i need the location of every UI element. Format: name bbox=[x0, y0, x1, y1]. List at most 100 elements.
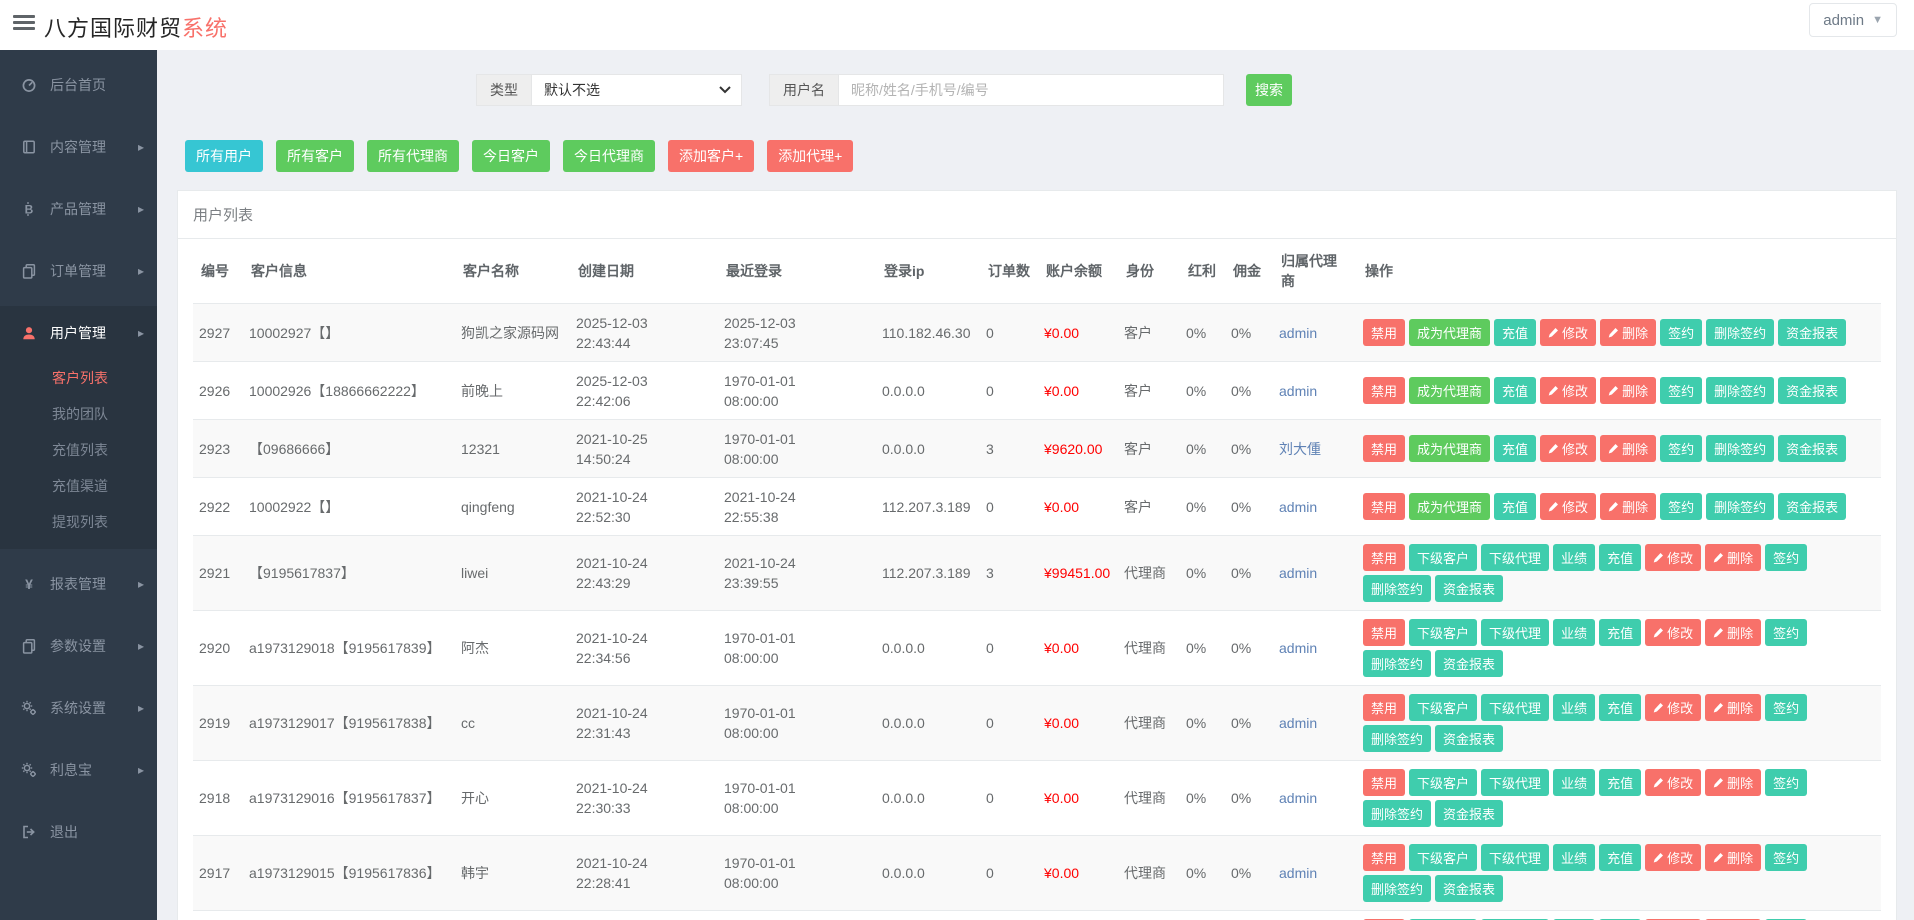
username-input[interactable] bbox=[839, 75, 1223, 105]
sidebar-subitem-customer-list[interactable]: 客户列表 bbox=[52, 370, 108, 386]
all-users-button[interactable]: 所有用户 bbox=[185, 140, 263, 172]
edit-button[interactable]: 修改 bbox=[1645, 844, 1702, 871]
sub-customers-button[interactable]: 下级客户 bbox=[1409, 844, 1478, 871]
sign-button[interactable]: 签约 bbox=[1660, 319, 1703, 346]
sign-button[interactable]: 签约 bbox=[1660, 377, 1703, 404]
disable-button[interactable]: 禁用 bbox=[1363, 769, 1406, 796]
funds-report-button[interactable]: 资金报表 bbox=[1435, 650, 1504, 677]
all-agents-button[interactable]: 所有代理商 bbox=[367, 140, 459, 172]
sign-button[interactable]: 签约 bbox=[1765, 769, 1808, 796]
recharge-button[interactable]: 充值 bbox=[1494, 377, 1537, 404]
edit-button[interactable]: 修改 bbox=[1645, 694, 1702, 721]
sub-customers-button[interactable]: 下级客户 bbox=[1409, 619, 1478, 646]
delete-button[interactable]: 删除 bbox=[1705, 844, 1762, 871]
become-agent-button[interactable]: 成为代理商 bbox=[1409, 435, 1491, 462]
unsign-button[interactable]: 删除签约 bbox=[1706, 319, 1775, 346]
funds-report-button[interactable]: 资金报表 bbox=[1778, 435, 1847, 462]
sidebar-item-user-mgmt[interactable]: 用户管理 ▸ bbox=[0, 306, 157, 360]
sidebar-item-content-mgmt[interactable]: 内容管理 ▸ bbox=[0, 120, 157, 174]
sidebar-item-param-settings[interactable]: 参数设置 ▸ bbox=[0, 619, 157, 673]
agent-link[interactable]: admin bbox=[1279, 715, 1318, 731]
agent-link[interactable]: admin bbox=[1279, 865, 1318, 881]
search-button[interactable]: 搜索 bbox=[1246, 74, 1292, 106]
sidebar-item-report-mgmt[interactable]: ¥ 报表管理 ▸ bbox=[0, 557, 157, 611]
become-agent-button[interactable]: 成为代理商 bbox=[1409, 319, 1491, 346]
edit-button[interactable]: 修改 bbox=[1540, 493, 1597, 520]
delete-button[interactable]: 删除 bbox=[1600, 493, 1657, 520]
disable-button[interactable]: 禁用 bbox=[1363, 319, 1406, 346]
sub-customers-button[interactable]: 下级客户 bbox=[1409, 769, 1478, 796]
agent-link[interactable]: 刘大偅 bbox=[1279, 440, 1321, 457]
sign-button[interactable]: 签约 bbox=[1765, 844, 1808, 871]
sign-button[interactable]: 签约 bbox=[1765, 694, 1808, 721]
recharge-button[interactable]: 充值 bbox=[1494, 493, 1537, 520]
sub-agents-button[interactable]: 下级代理 bbox=[1481, 694, 1550, 721]
unsign-button[interactable]: 删除签约 bbox=[1363, 875, 1432, 902]
funds-report-button[interactable]: 资金报表 bbox=[1435, 800, 1504, 827]
add-customer-button[interactable]: 添加客户+ bbox=[668, 140, 755, 172]
all-customers-button[interactable]: 所有客户 bbox=[276, 140, 354, 172]
sub-agents-button[interactable]: 下级代理 bbox=[1481, 619, 1550, 646]
sign-button[interactable]: 签约 bbox=[1765, 544, 1808, 571]
user-dropdown[interactable]: admin ▼ bbox=[1809, 3, 1897, 37]
sign-button[interactable]: 签约 bbox=[1660, 435, 1703, 462]
unsign-button[interactable]: 删除签约 bbox=[1706, 493, 1775, 520]
sidebar-item-backend-home[interactable]: 后台首页 bbox=[0, 58, 157, 112]
recharge-button[interactable]: 充值 bbox=[1494, 319, 1537, 346]
sidebar-item-order-mgmt[interactable]: 订单管理 ▸ bbox=[0, 244, 157, 298]
today-agents-button[interactable]: 今日代理商 bbox=[563, 140, 655, 172]
disable-button[interactable]: 禁用 bbox=[1363, 493, 1406, 520]
sidebar-subitem-recharge-list[interactable]: 充值列表 bbox=[52, 442, 108, 458]
recharge-button[interactable]: 充值 bbox=[1599, 844, 1642, 871]
performance-button[interactable]: 业绩 bbox=[1553, 694, 1596, 721]
recharge-button[interactable]: 充值 bbox=[1599, 694, 1642, 721]
performance-button[interactable]: 业绩 bbox=[1553, 844, 1596, 871]
sidebar-subitem-my-team[interactable]: 我的团队 bbox=[52, 406, 108, 422]
sub-agents-button[interactable]: 下级代理 bbox=[1481, 544, 1550, 571]
sub-customers-button[interactable]: 下级客户 bbox=[1409, 544, 1478, 571]
funds-report-button[interactable]: 资金报表 bbox=[1435, 875, 1504, 902]
edit-button[interactable]: 修改 bbox=[1540, 377, 1597, 404]
performance-button[interactable]: 业绩 bbox=[1553, 619, 1596, 646]
become-agent-button[interactable]: 成为代理商 bbox=[1409, 493, 1491, 520]
sidebar-subitem-withdraw-list[interactable]: 提现列表 bbox=[52, 514, 108, 530]
funds-report-button[interactable]: 资金报表 bbox=[1778, 493, 1847, 520]
recharge-button[interactable]: 充值 bbox=[1494, 435, 1537, 462]
sidebar-subitem-recharge-channel[interactable]: 充值渠道 bbox=[52, 478, 108, 494]
funds-report-button[interactable]: 资金报表 bbox=[1778, 319, 1847, 346]
delete-button[interactable]: 删除 bbox=[1600, 435, 1657, 462]
hamburger-menu-icon[interactable] bbox=[13, 15, 35, 33]
delete-button[interactable]: 删除 bbox=[1705, 544, 1762, 571]
sidebar-item-product-mgmt[interactable]: B 产品管理 ▸ bbox=[0, 182, 157, 236]
sub-customers-button[interactable]: 下级客户 bbox=[1409, 694, 1478, 721]
disable-button[interactable]: 禁用 bbox=[1363, 844, 1406, 871]
delete-button[interactable]: 删除 bbox=[1705, 694, 1762, 721]
agent-link[interactable]: admin bbox=[1279, 565, 1318, 581]
delete-button[interactable]: 删除 bbox=[1705, 769, 1762, 796]
edit-button[interactable]: 修改 bbox=[1540, 435, 1597, 462]
sign-button[interactable]: 签约 bbox=[1765, 619, 1808, 646]
disable-button[interactable]: 禁用 bbox=[1363, 619, 1406, 646]
disable-button[interactable]: 禁用 bbox=[1363, 694, 1406, 721]
unsign-button[interactable]: 删除签约 bbox=[1363, 800, 1432, 827]
disable-button[interactable]: 禁用 bbox=[1363, 377, 1406, 404]
performance-button[interactable]: 业绩 bbox=[1553, 544, 1596, 571]
agent-link[interactable]: admin bbox=[1279, 498, 1318, 515]
funds-report-button[interactable]: 资金报表 bbox=[1778, 377, 1847, 404]
recharge-button[interactable]: 充值 bbox=[1599, 544, 1642, 571]
edit-button[interactable]: 修改 bbox=[1645, 769, 1702, 796]
unsign-button[interactable]: 删除签约 bbox=[1363, 575, 1432, 602]
unsign-button[interactable]: 删除签约 bbox=[1363, 725, 1432, 752]
add-agent-button[interactable]: 添加代理+ bbox=[767, 140, 854, 172]
performance-button[interactable]: 业绩 bbox=[1553, 769, 1596, 796]
agent-link[interactable]: admin bbox=[1279, 382, 1318, 399]
recharge-button[interactable]: 充值 bbox=[1599, 769, 1642, 796]
type-select[interactable]: 默认不选 bbox=[531, 74, 742, 106]
agent-link[interactable]: admin bbox=[1279, 324, 1318, 341]
today-customers-button[interactable]: 今日客户 bbox=[472, 140, 550, 172]
agent-link[interactable]: admin bbox=[1279, 640, 1318, 656]
unsign-button[interactable]: 删除签约 bbox=[1706, 435, 1775, 462]
edit-button[interactable]: 修改 bbox=[1645, 544, 1702, 571]
funds-report-button[interactable]: 资金报表 bbox=[1435, 725, 1504, 752]
disable-button[interactable]: 禁用 bbox=[1363, 544, 1406, 571]
